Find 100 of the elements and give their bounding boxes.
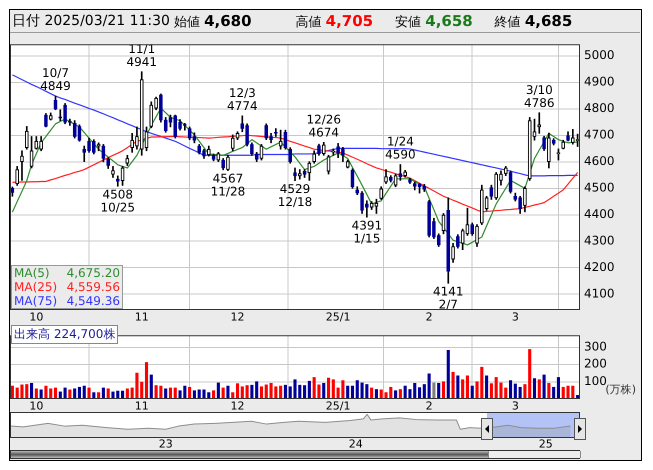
candlestick [159,94,163,123]
candlestick [212,154,216,162]
bar [480,366,484,399]
candlestick [442,213,446,234]
candlestick [537,112,542,134]
y-tick-label: 4400 [584,206,615,221]
candlestick [260,144,264,160]
bar [159,386,162,399]
candlestick [408,178,412,184]
annotation: 4141 2/7 [433,284,464,312]
bar [150,374,153,399]
x-tick-label: 3 [512,399,519,412]
annotation: 4391 1/15 [352,218,382,246]
bar [452,372,455,399]
candlestick [374,198,378,214]
text: MA(25) 4,559.56 [14,280,120,294]
y-tick-label: 4700 [584,128,615,142]
y-tick-label: 4300 [584,233,615,248]
bar [365,384,368,399]
annotation: 12/3 4774 [227,86,258,113]
candlestick [284,130,288,150]
bar [485,376,488,399]
candlestick [106,157,110,169]
bar [183,386,186,399]
bar [346,386,350,399]
candlestick [322,142,326,156]
bar [326,378,330,399]
x-tick-label: 11 [134,399,149,412]
candlestick [466,208,470,236]
candlestick [518,196,522,214]
candlestick [350,168,354,189]
y-tick-label: 4600 [584,154,615,168]
x-tick-label: 25/1 [326,399,350,412]
candlestick [570,129,575,145]
candlestick [140,71,144,156]
bar [404,386,407,399]
candlestick [226,154,230,171]
x-tick-label: 10 [29,399,44,412]
candlestick [221,158,225,170]
candlestick [216,152,220,162]
bar [475,381,479,399]
candlestick [528,117,532,181]
bar [216,382,220,399]
y-axis-title: (万株) [605,383,636,397]
candlestick [72,120,76,138]
y-tick-label: 4900 [584,74,615,89]
bar [341,380,344,399]
candlestick [15,166,20,186]
x-tick-label: 10 [29,310,44,324]
x-tick-label: 23 [158,437,173,450]
y-tick-label: 4500 [584,180,615,194]
bar [432,382,436,399]
candlestick [312,150,316,164]
bar [437,382,440,399]
bar [547,382,550,399]
bar [442,381,446,399]
bar [508,380,512,399]
bar [461,379,464,399]
text: MA(5) 4,675.20 [14,266,120,280]
candlestick [456,234,460,248]
candlestick [547,132,551,168]
y-tick-label: 200 [584,356,607,371]
chart-title: 日付 2025/03/21 11:30 [12,12,170,30]
x-tick-label: 25/1 [326,310,350,324]
candlestick [24,126,29,150]
candlestick [504,166,508,176]
candlestick [149,102,154,128]
candlestick [120,166,124,186]
candlestick [111,166,115,178]
x-tick-label: 12 [230,399,245,412]
x-tick-label: 2 [426,399,433,412]
candlestick [523,186,527,212]
bar [538,379,541,399]
x-tick-label: 24 [348,437,363,450]
candlestick [236,131,240,140]
y-tick-label: 300 [584,339,607,354]
candlestick [30,136,34,168]
candlestick [451,243,455,263]
bar [446,350,450,399]
bar [30,382,34,399]
bar [308,380,311,399]
candlestick [264,123,268,140]
candlestick [403,170,407,178]
candlestick [384,169,388,184]
text: 始値 4,680 [174,12,252,30]
bar [532,378,536,399]
candlestick [542,136,546,151]
candlestick [130,133,134,153]
candlestick [192,132,196,144]
bar [571,386,574,399]
text: 終値 4,685 [494,12,572,30]
bar [106,388,110,399]
bar [226,386,230,399]
bar [470,386,474,399]
candlestick [360,191,364,214]
text: 高値 4,705 [296,12,374,30]
candlestick [561,140,566,150]
bar [312,377,316,399]
bar [556,377,560,399]
bar [322,382,326,399]
